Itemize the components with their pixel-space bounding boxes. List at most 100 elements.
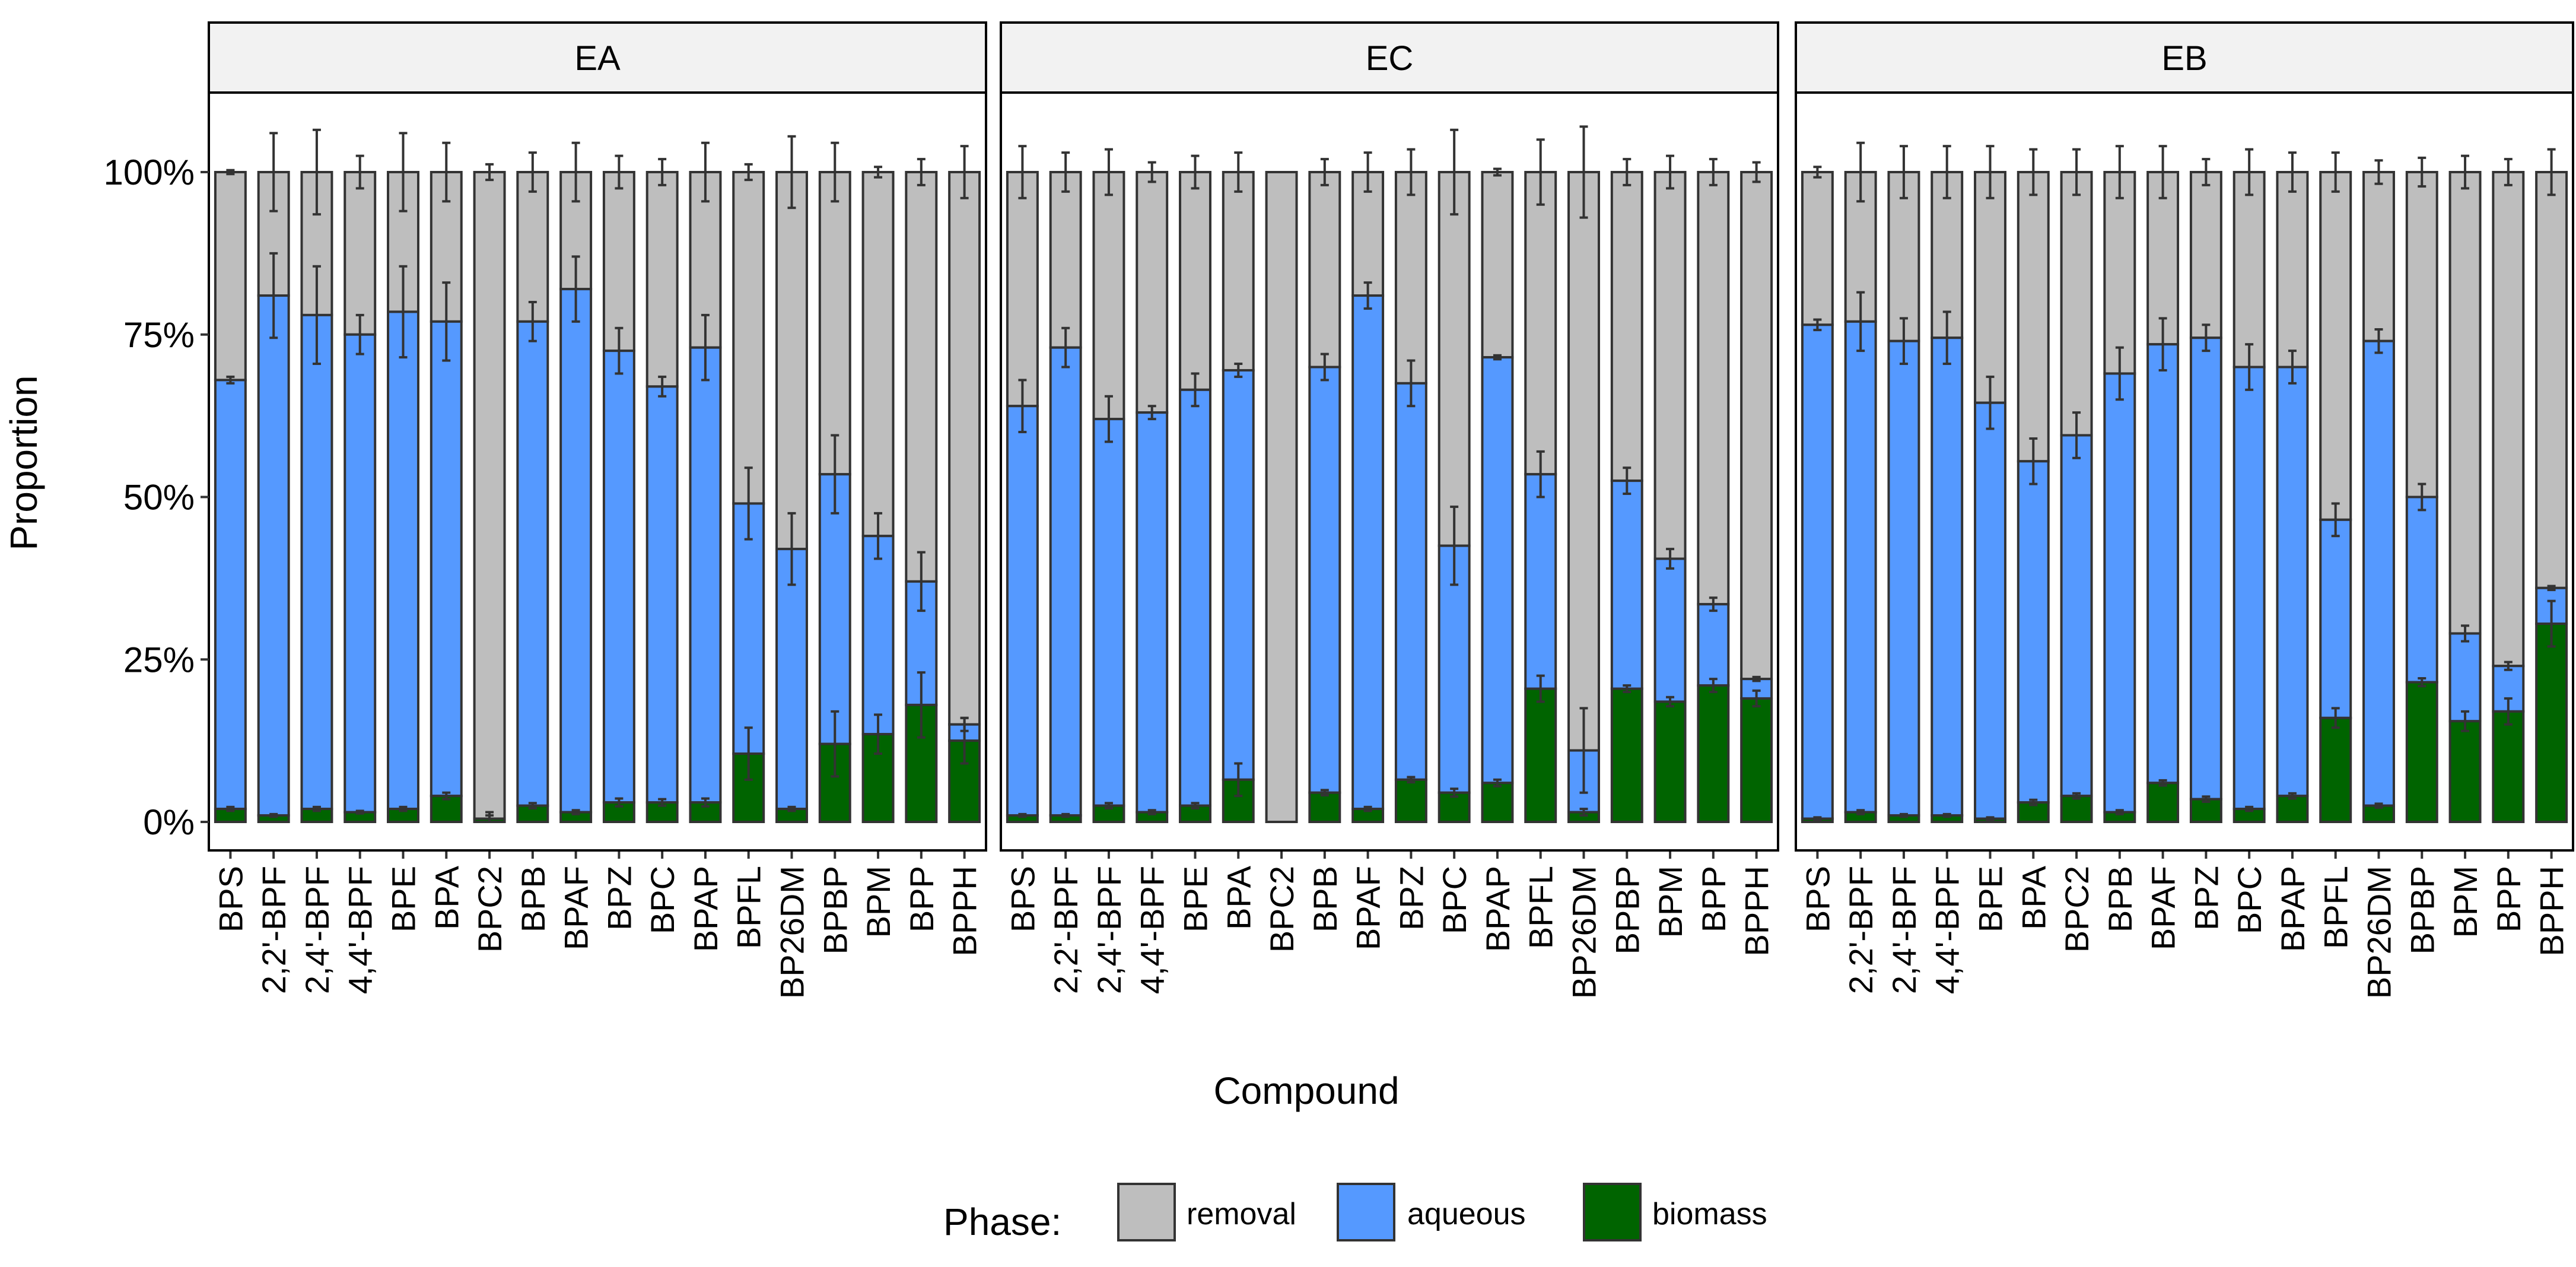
bar-aqueous xyxy=(1351,294,1385,811)
x-tick-label: BPAP xyxy=(687,866,724,952)
bar-aqueous xyxy=(818,473,851,745)
x-tick-label: BPS xyxy=(1799,866,1836,932)
bar-biomass xyxy=(2535,623,2568,824)
bar-removal xyxy=(2103,171,2136,375)
plot-background xyxy=(209,93,986,850)
bar-biomass xyxy=(2448,720,2482,824)
x-tick-label: BPM xyxy=(1652,866,1689,938)
x-tick-label: BPC xyxy=(644,866,681,934)
x-tick-label: BPBP xyxy=(1608,866,1646,954)
bar-removal xyxy=(1092,171,1125,421)
bar-stack xyxy=(1049,151,1082,824)
bar-stack xyxy=(1974,145,2006,824)
bar-biomass xyxy=(1740,697,1773,823)
bar-stack xyxy=(1653,154,1687,824)
bar-aqueous xyxy=(861,535,895,736)
bar-aqueous xyxy=(516,320,549,807)
bar-aqueous xyxy=(2276,366,2309,798)
x-tick-label: BPFL xyxy=(730,866,768,949)
x-tick-label: BPAF xyxy=(558,866,595,950)
y-axis-label: Proportion xyxy=(2,375,45,550)
bar-aqueous xyxy=(1610,480,1643,690)
bar-biomass xyxy=(2189,798,2222,824)
x-tick-label: BPC xyxy=(1436,866,1473,934)
bar-stack xyxy=(559,141,593,823)
x-tick-label: BPP xyxy=(903,866,940,932)
x-tick-label: BPA xyxy=(428,865,465,930)
bar-removal xyxy=(861,171,895,538)
bar-stack xyxy=(2276,151,2309,823)
bar-stack xyxy=(1481,167,1514,824)
bar-removal xyxy=(1438,171,1471,547)
bar-stack xyxy=(775,135,808,823)
bar-aqueous xyxy=(300,313,333,811)
bar-biomass xyxy=(2319,716,2352,824)
bar-biomass xyxy=(2276,795,2309,823)
x-tick-label: 2,2'-BPF xyxy=(255,866,292,994)
bar-stack xyxy=(1610,158,1643,824)
bar-removal xyxy=(905,171,938,583)
bar-aqueous xyxy=(2362,339,2395,807)
bar-aqueous xyxy=(387,310,419,811)
bar-removal xyxy=(1308,171,1341,369)
x-tick-label: BPZ xyxy=(1392,866,1430,931)
bar-stack xyxy=(1801,166,1834,824)
x-tick-label: BPP xyxy=(2490,866,2527,932)
x-tick-label: BPBP xyxy=(2403,866,2441,954)
bar-stack xyxy=(2189,158,2222,824)
bar-stack xyxy=(1006,145,1039,824)
bar-removal xyxy=(1179,171,1211,391)
bar-aqueous xyxy=(1653,557,1687,703)
bar-removal xyxy=(2405,171,2438,498)
x-tick-label: 4,4'-BPF xyxy=(1134,866,1171,994)
bar-stack xyxy=(1179,154,1211,823)
bar-aqueous xyxy=(1844,320,1877,814)
bar-stack xyxy=(602,154,635,824)
bar-biomass xyxy=(1610,687,1643,824)
bar-biomass xyxy=(2146,782,2180,824)
bar-aqueous xyxy=(1801,323,1834,820)
bar-aqueous xyxy=(602,350,635,804)
x-tick-label: BPZ xyxy=(600,866,638,931)
x-tick-label: BPE xyxy=(1177,866,1214,932)
legend-key-biomass xyxy=(1583,1183,1642,1241)
bar-aqueous xyxy=(1179,388,1211,807)
x-tick-label: BPPH xyxy=(946,866,984,957)
bar-removal xyxy=(1222,171,1255,371)
bar-removal xyxy=(1524,171,1557,476)
bar-biomass xyxy=(1481,782,1514,824)
bar-stack xyxy=(2146,145,2180,824)
x-tick-label: 2,4'-BPF xyxy=(298,866,336,994)
y-tick-label: 50% xyxy=(123,478,195,517)
bar-stack xyxy=(1844,141,1877,823)
bar-removal xyxy=(2232,171,2266,369)
bar-aqueous xyxy=(1049,346,1082,817)
bar-biomass xyxy=(2492,710,2525,823)
y-tick-label: 75% xyxy=(123,315,195,355)
bar-removal xyxy=(1265,171,1298,823)
x-tick-label: BP26DM xyxy=(2361,866,2398,999)
legend-label-biomass: biomass xyxy=(1652,1197,1767,1231)
bar-stack xyxy=(1092,148,1125,823)
x-tick-label: BPFL xyxy=(1522,866,1560,949)
bar-aqueous xyxy=(1308,366,1341,794)
facet-strip xyxy=(1000,21,1779,94)
x-tick-label: BPC2 xyxy=(2058,866,2095,952)
bar-aqueous xyxy=(1006,405,1039,817)
x-tick-label: BPB xyxy=(1306,866,1344,932)
bar-biomass xyxy=(1653,700,1687,824)
bar-removal xyxy=(2362,171,2395,342)
bar-removal xyxy=(645,171,679,388)
legend-title: Phase: xyxy=(943,1201,1061,1243)
x-tick-label: BPAF xyxy=(2145,866,2182,950)
bar-removal xyxy=(1653,171,1687,560)
x-tick-label: BP26DM xyxy=(1566,866,1603,999)
y-axis: 0% 25% 50% 75% 100% xyxy=(104,153,209,842)
x-tick-label: BPS xyxy=(1004,866,1041,932)
bar-biomass xyxy=(1524,687,1557,824)
bar-aqueous xyxy=(1887,339,1920,817)
